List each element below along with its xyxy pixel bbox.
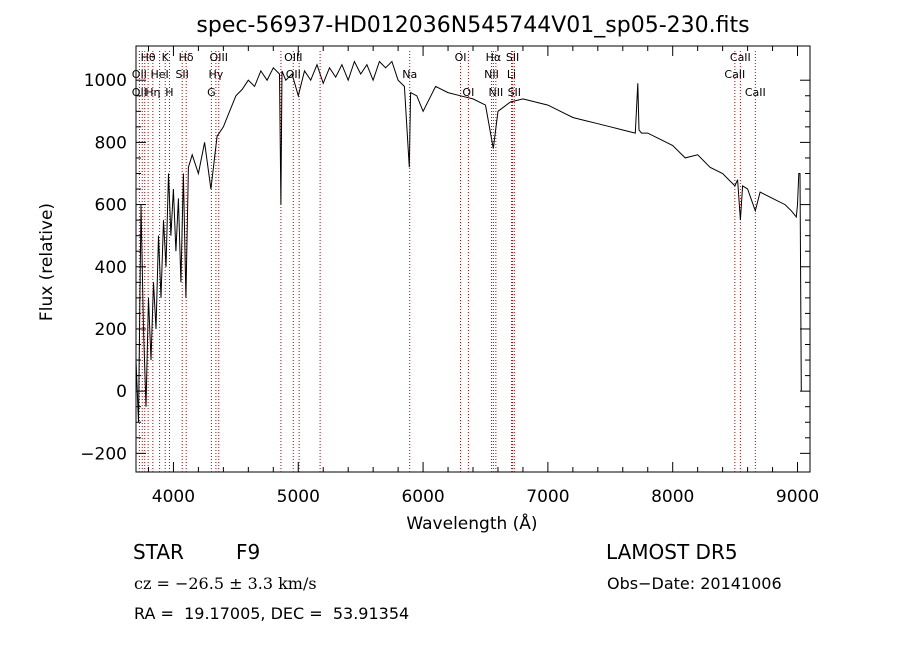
spectral-line-label: CaII — [745, 86, 766, 99]
spectral-line-label: Hθ — [141, 51, 156, 64]
spectral-line-label: Hδ — [179, 51, 194, 64]
y-tick-label: −200 — [80, 444, 127, 464]
spectral-line-label: CaII — [724, 68, 745, 81]
observation-date: Obs−Date: 20141006 — [607, 574, 782, 593]
y-tick-label: 400 — [95, 258, 127, 278]
spectral-line-label: H — [165, 86, 173, 99]
object-subclass: F9 — [236, 540, 261, 564]
spectral-line-label: OII — [132, 86, 147, 99]
spectral-line-label: Hη — [145, 86, 160, 99]
spectral-line-label: SII — [508, 86, 521, 99]
coordinates: RA = 19.17005, DEC = 53.91354 — [134, 604, 410, 623]
x-tick-label: 4000 — [152, 487, 195, 507]
y-tick-label: 200 — [95, 320, 127, 340]
spectral-line-label: OI — [462, 86, 474, 99]
spectrum-line — [135, 60, 802, 423]
y-tick-label: 0 — [116, 382, 127, 402]
spectral-line-label: Na — [402, 68, 417, 81]
spectral-line-label: OII — [286, 68, 301, 81]
x-tick-label: 6000 — [401, 487, 444, 507]
spectral-line-label: G — [207, 86, 216, 99]
x-tick-label: 5000 — [277, 487, 320, 507]
spectral-line-label: Hγ — [208, 68, 223, 81]
spectral-line-label: OII — [132, 68, 147, 81]
y-tick-label: 800 — [95, 133, 127, 153]
spectral-line-label: Hα — [486, 51, 502, 64]
spectral-line-markers — [138, 51, 756, 472]
x-tick-label: 9000 — [776, 487, 819, 507]
survey-name: LAMOST DR5 — [606, 540, 738, 564]
x-tick-label: 7000 — [526, 487, 569, 507]
spectral-line-label: SII — [506, 51, 519, 64]
x-tick-label: 8000 — [651, 487, 694, 507]
x-axis-label: Wavelength (Å) — [406, 512, 537, 534]
plot-frame — [135, 45, 811, 473]
spectral-line-label: SII — [175, 68, 188, 81]
object-class: STAR — [133, 540, 184, 564]
spectral-line-label: NII — [484, 68, 499, 81]
spectral-line-label: OIII — [210, 51, 228, 64]
spectral-line-label: HeI — [150, 68, 168, 81]
spectral-line-label: Li — [507, 68, 516, 81]
spectral-line-label: OIII — [284, 51, 302, 64]
y-tick-label: 600 — [95, 196, 127, 216]
y-axis-label: Flux (relative) — [37, 203, 57, 321]
y-axis-ticks: −200 0 200 400 600 800 1000 — [80, 71, 810, 464]
spectral-line-label: K — [162, 51, 170, 64]
chart-title: spec-56937-HD012036N545744V01_sp05-230.f… — [196, 13, 749, 38]
spectral-line-label: NII — [488, 86, 503, 99]
y-tick-label: 1000 — [84, 71, 127, 91]
x-axis-ticks: 4000 5000 6000 7000 8000 9000 — [147, 46, 819, 507]
redshift-cz: cz = −26.5 ± 3.3 km/s — [134, 574, 317, 593]
spectral-line-label: OI — [455, 51, 467, 64]
spectral-line-label: CaII — [730, 51, 751, 64]
